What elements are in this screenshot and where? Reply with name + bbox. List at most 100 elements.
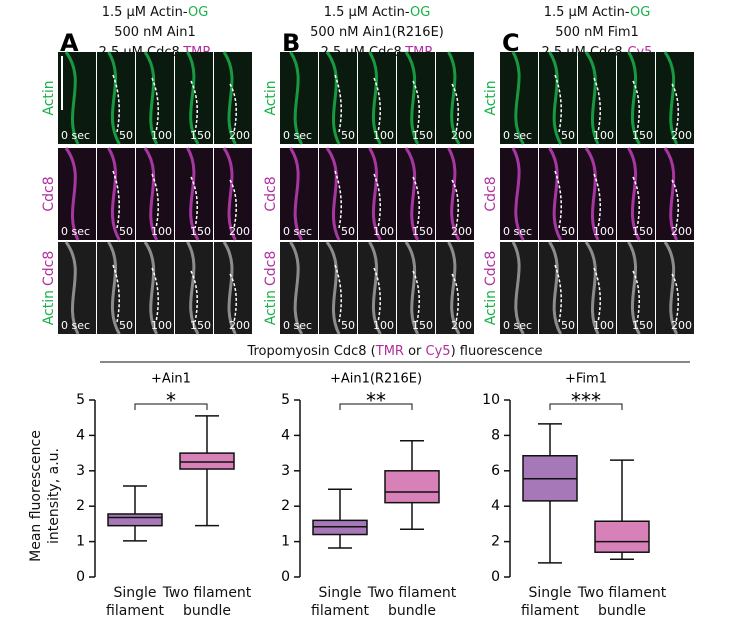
title-part: Cy5 (426, 344, 451, 359)
filament (511, 241, 525, 335)
filament (325, 51, 341, 145)
micrograph (58, 52, 96, 144)
filament (289, 147, 303, 241)
row-label: Actin (263, 80, 279, 115)
time-label: 50 (341, 129, 355, 142)
filament (107, 147, 121, 241)
row-label: Actin Cdc8 (41, 251, 57, 326)
row-label: Cdc8 (41, 176, 57, 211)
filament (511, 147, 525, 241)
filament (186, 241, 200, 335)
filament (548, 147, 562, 241)
micrograph (214, 148, 252, 240)
trace-line (632, 176, 640, 229)
trace-line (451, 273, 459, 323)
row-label: Cdc8 (483, 176, 499, 211)
time-label: 200 (229, 319, 250, 332)
panel-letter: A (60, 29, 79, 57)
time-label: 50 (561, 319, 575, 332)
micrograph (656, 242, 694, 334)
time-label: 150 (632, 129, 653, 142)
y-tick-label: 6 (491, 463, 500, 479)
significance: *** (571, 389, 601, 413)
filament (404, 241, 420, 335)
y-tick-label: 0 (281, 569, 290, 585)
title-part: ) fluorescence (451, 344, 543, 359)
time-label: 200 (671, 319, 692, 332)
panel-header: 500 nM Ain1(R216E) (310, 25, 444, 40)
time-label: 100 (593, 319, 614, 332)
plot-title: +Fim1 (565, 372, 607, 387)
trace-line (671, 83, 679, 133)
panel-header: 500 nM Ain1 (114, 25, 196, 40)
y-axis-label: Mean fluorescence intensity, a.u. (28, 430, 62, 562)
micrograph (214, 52, 252, 144)
filament (404, 51, 420, 145)
y-tick-label: 2 (76, 498, 85, 514)
time-label: 100 (373, 319, 394, 332)
header-part: 1.5 µM Actin- (324, 5, 410, 20)
trace-line (229, 273, 237, 323)
significance: * (166, 389, 176, 413)
time-label: 150 (412, 225, 433, 238)
y-tick-label: 4 (491, 498, 500, 514)
row-label-part: Actin (41, 290, 57, 325)
time-label: 50 (341, 319, 355, 332)
title-part: or (404, 344, 426, 359)
row-label-part: Actin (483, 80, 499, 115)
row-label-part: Cdc8 (41, 251, 57, 286)
micrograph (136, 242, 174, 334)
filament (548, 51, 562, 145)
time-label: 100 (151, 129, 172, 142)
time-label: 50 (341, 225, 355, 238)
filament (663, 147, 679, 241)
trace-line (112, 74, 120, 133)
box (179, 452, 235, 470)
x-category-label: Two filament bundle (162, 585, 252, 619)
filament (186, 147, 200, 241)
trace-line (151, 267, 159, 323)
time-label: 150 (632, 319, 653, 332)
micrograph (539, 52, 577, 144)
micrograph (280, 242, 318, 334)
micrograph (280, 52, 318, 144)
trace-line (112, 264, 120, 323)
filament (289, 241, 303, 335)
row-label-part: Actin (263, 290, 279, 325)
x-category-label: Two filament bundle (367, 585, 457, 619)
y-tick-label: 0 (76, 569, 85, 585)
trace-line (671, 179, 679, 229)
y-tick-label: 3 (76, 463, 85, 479)
trace-line (373, 77, 381, 133)
micrograph (58, 148, 96, 240)
micrograph (578, 52, 616, 144)
time-label: 200 (451, 225, 472, 238)
trace-line (190, 270, 198, 323)
trace-line (412, 270, 420, 323)
time-label: 0 sec (283, 129, 312, 142)
header-part: 1.5 µM Actin- (544, 5, 630, 20)
trace-line (451, 179, 459, 229)
time-label: 0 sec (283, 319, 312, 332)
time-label: 200 (451, 319, 472, 332)
trace-line (151, 77, 159, 133)
time-label: 200 (671, 129, 692, 142)
time-label: 0 sec (61, 319, 90, 332)
filament (627, 241, 641, 335)
row-label-part: Actin (263, 80, 279, 115)
trace-line (373, 173, 381, 229)
y-tick-label: 5 (281, 392, 290, 408)
trace-line (593, 77, 601, 133)
filament (143, 51, 159, 145)
filament (447, 241, 461, 335)
trace-line (412, 80, 420, 133)
filament (548, 241, 562, 335)
filament (222, 51, 237, 145)
y-tick-label: 2 (491, 534, 500, 550)
micrograph (319, 148, 357, 240)
row-label: Actin Cdc8 (263, 251, 279, 326)
micrograph (214, 242, 252, 334)
micrograph (656, 52, 694, 144)
filament (447, 51, 461, 145)
filament (663, 241, 679, 335)
